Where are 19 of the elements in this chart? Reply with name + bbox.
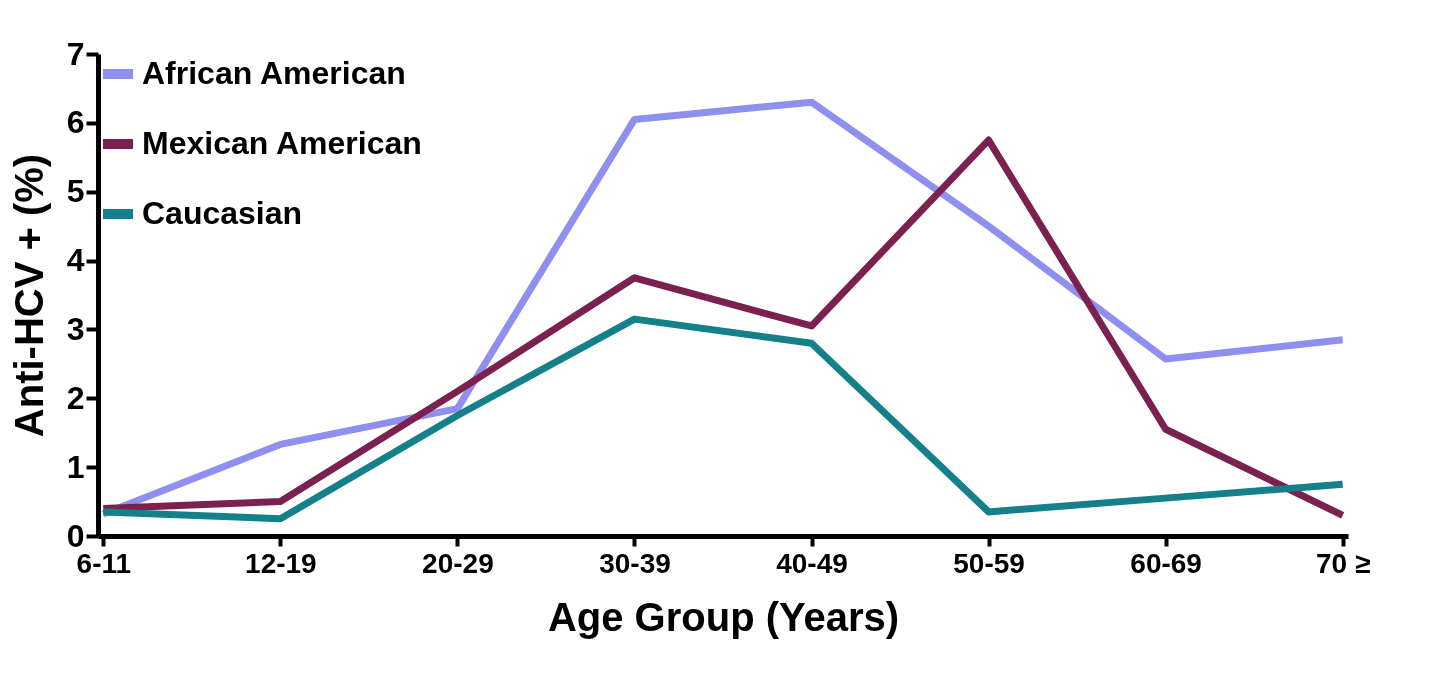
x-tick-label: 20-29 — [422, 547, 494, 579]
y-tick-label: 6 — [66, 104, 85, 141]
x-axis-title: Age Group (Years) — [547, 594, 900, 639]
x-tick-label: 30-39 — [599, 547, 671, 579]
legend-label: Caucasian — [142, 195, 303, 231]
legend-label: Mexican American — [142, 125, 422, 161]
y-tick-label: 2 — [66, 379, 85, 416]
y-tick-label: 4 — [66, 242, 85, 279]
x-tick-label: 40-49 — [776, 547, 848, 579]
y-tick-label: 3 — [66, 310, 85, 347]
x-tick-label: 12-19 — [245, 547, 317, 579]
y-tick-label: 7 — [66, 35, 85, 72]
y-axis-title: Anti-HCV + (%) — [6, 153, 51, 438]
x-tick-label: 70 ≥ — [1316, 547, 1371, 579]
x-tick-label: 60-69 — [1130, 547, 1202, 579]
y-tick-label: 1 — [66, 448, 85, 485]
x-tick-label: 50-59 — [953, 547, 1025, 579]
legend-label: African American — [142, 55, 406, 91]
y-tick-label: 5 — [66, 173, 85, 210]
